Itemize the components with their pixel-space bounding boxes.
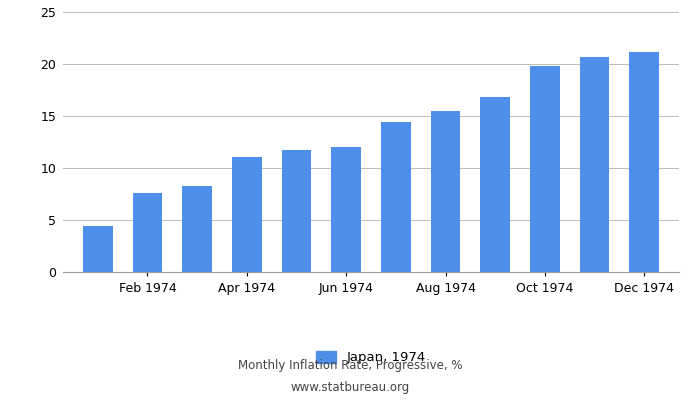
Bar bbox=[331, 147, 361, 272]
Legend: Japan, 1974: Japan, 1974 bbox=[316, 351, 426, 364]
Bar bbox=[232, 156, 262, 272]
Bar bbox=[132, 193, 162, 272]
Text: www.statbureau.org: www.statbureau.org bbox=[290, 382, 410, 394]
Text: Monthly Inflation Rate, Progressive, %: Monthly Inflation Rate, Progressive, % bbox=[238, 360, 462, 372]
Bar bbox=[580, 57, 610, 272]
Bar bbox=[281, 150, 312, 272]
Bar bbox=[381, 122, 411, 272]
Bar bbox=[629, 52, 659, 272]
Bar bbox=[480, 97, 510, 272]
Bar bbox=[430, 111, 461, 272]
Bar bbox=[530, 66, 560, 272]
Bar bbox=[182, 186, 212, 272]
Bar bbox=[83, 226, 113, 272]
